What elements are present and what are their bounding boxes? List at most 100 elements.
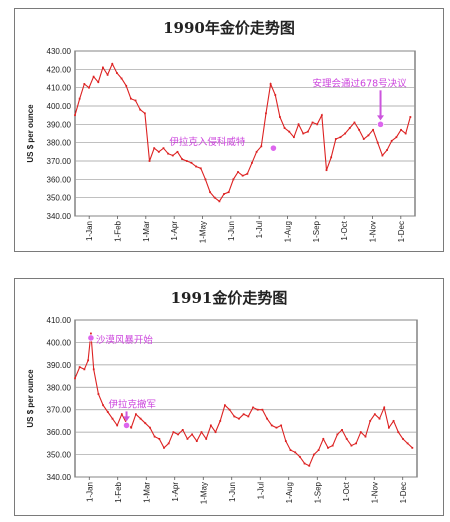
data-point	[325, 169, 328, 172]
y-tick-label: 350.00	[47, 451, 72, 460]
data-point	[265, 112, 267, 115]
chart-1991: 1991金价走势图 340.00 350.00 360.00 370.00 380.00 3…	[26, 289, 418, 504]
data-point	[87, 359, 90, 362]
data-point	[406, 442, 409, 445]
data-point	[353, 121, 356, 124]
data-point	[227, 191, 230, 194]
data-point	[288, 130, 291, 133]
data-point	[120, 77, 123, 80]
data-point	[344, 132, 347, 135]
x-tick-label: 1-Jul	[256, 482, 265, 500]
data-point	[195, 165, 197, 168]
data-point	[409, 116, 412, 118]
x-tick-label: 1-May	[199, 482, 208, 504]
data-point	[185, 160, 188, 162]
y-tick-label: 410.00	[47, 316, 72, 325]
annotation-label: 沙漠风暴开始	[96, 334, 154, 346]
data-point	[317, 449, 320, 451]
data-point	[381, 154, 384, 157]
data-point	[369, 420, 372, 422]
y-tick-label: 410.00	[47, 84, 72, 93]
data-point	[303, 462, 306, 465]
data-point	[157, 150, 160, 153]
data-point	[116, 72, 118, 74]
annotation-marker	[269, 144, 278, 152]
chart-1991-panel: 1991金价走势图 340.00 350.00 360.00 370.00 380.00 3…	[14, 278, 444, 516]
data-point	[74, 377, 76, 380]
y-tick-label: 380.00	[47, 139, 72, 148]
data-point	[306, 130, 309, 133]
data-point	[330, 156, 333, 159]
data-point	[348, 127, 351, 129]
data-point	[339, 136, 342, 139]
data-point	[302, 132, 305, 135]
data-point	[153, 147, 156, 150]
data-point	[334, 138, 337, 140]
data-point	[355, 442, 357, 445]
data-point	[308, 464, 311, 467]
chart-title: 1991金价走势图	[171, 289, 288, 307]
data-point	[92, 368, 95, 371]
data-point	[102, 404, 105, 407]
data-point	[111, 62, 114, 65]
data-point	[199, 167, 202, 170]
y-tick-label: 400.00	[47, 338, 72, 347]
y-axis-title: US $ per ounce	[26, 369, 35, 428]
data-point	[256, 408, 259, 411]
data-point	[162, 147, 165, 150]
annotation-label: 伊拉克入侵科威特	[169, 136, 246, 148]
data-point	[171, 154, 174, 157]
data-point	[260, 145, 263, 148]
x-tick-label: 1-Apr	[171, 482, 180, 502]
data-point	[78, 366, 81, 368]
data-point	[289, 449, 292, 451]
data-point	[320, 114, 323, 117]
annotation-label: 安理会通过678号决议	[313, 77, 408, 89]
data-point	[102, 66, 104, 69]
data-point	[177, 433, 179, 436]
annotation-label: 伊拉克撤军	[109, 398, 157, 410]
data-point	[392, 420, 395, 422]
data-point	[294, 451, 297, 454]
data-point	[153, 435, 156, 438]
data-point	[404, 132, 407, 135]
data-point	[297, 123, 300, 126]
x-tick-label: 1-Jan	[85, 221, 94, 241]
y-tick-label: 400.00	[47, 102, 72, 111]
data-point	[111, 417, 114, 420]
data-point	[78, 97, 81, 100]
x-tick-label: 1-Jul	[255, 221, 264, 239]
chart-1990: 1990年金价走势图 340.00 350.00 360.00 370.00 380.00…	[26, 19, 416, 243]
data-point	[129, 97, 132, 100]
data-point	[120, 413, 123, 416]
data-point	[163, 446, 165, 449]
data-point	[242, 413, 245, 416]
x-tick-label: 1-Jan	[85, 482, 94, 502]
x-tick-label: 1-May	[199, 221, 208, 243]
data-point	[167, 152, 170, 155]
data-point	[376, 141, 379, 144]
data-point	[362, 138, 365, 140]
data-point	[311, 121, 314, 124]
data-point	[238, 417, 240, 420]
data-point	[327, 446, 329, 449]
data-point	[97, 393, 100, 395]
data-point	[167, 442, 170, 445]
y-tick-label: 370.00	[47, 157, 72, 166]
x-tick-label: 1-Mar	[142, 482, 151, 503]
data-point	[135, 413, 137, 416]
annotation-marker	[122, 421, 131, 430]
x-tick-label: 1-Nov	[370, 482, 379, 503]
data-point	[313, 453, 315, 456]
data-point	[90, 332, 92, 335]
data-point	[195, 440, 198, 443]
annotation-marker	[376, 120, 385, 128]
data-point	[83, 83, 86, 85]
data-point	[283, 127, 286, 129]
data-point	[345, 437, 348, 440]
plot-area	[74, 50, 416, 217]
data-point	[97, 81, 100, 84]
data-point	[200, 431, 203, 434]
data-point	[209, 191, 211, 194]
data-point	[190, 161, 193, 164]
